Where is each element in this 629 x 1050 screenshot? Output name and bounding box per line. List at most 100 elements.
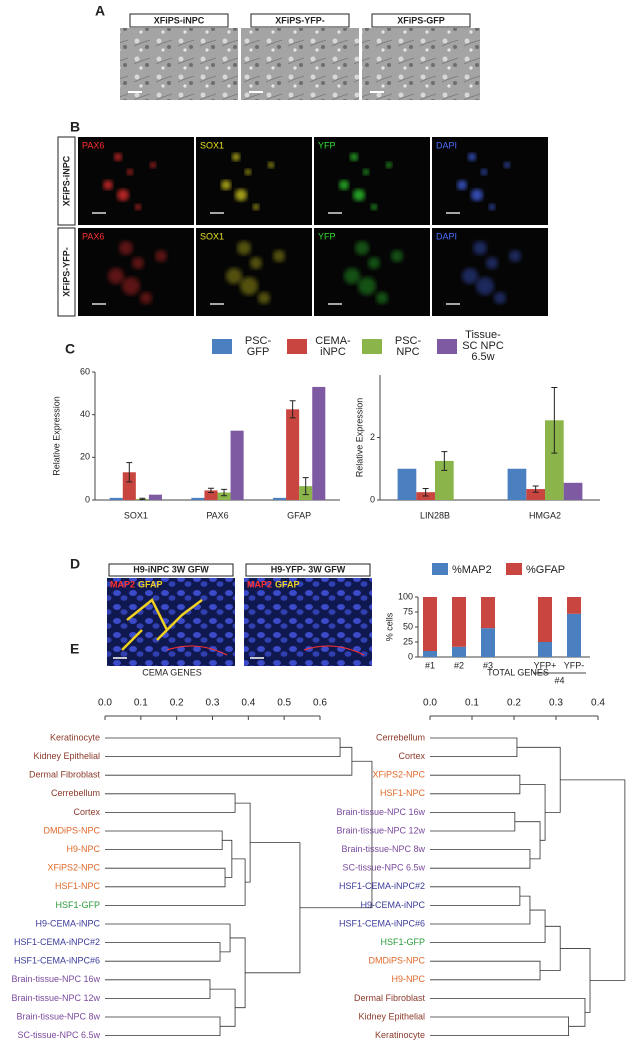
leaf-label: Kidney Epithelial <box>358 1011 425 1021</box>
signal <box>386 162 392 168</box>
x-tick-label: 0.3 <box>206 698 220 709</box>
x-tick-label: 0.3 <box>549 698 563 709</box>
bar <box>122 472 136 500</box>
dendrogram-link <box>230 937 246 1009</box>
leaf-label: H9-NPC <box>66 844 100 854</box>
dendrogram-link <box>560 779 626 981</box>
dendrogram-link <box>430 909 546 943</box>
x-tick-label: 0.4 <box>241 698 255 709</box>
dendrogram-link <box>209 988 236 1027</box>
legend-item: CEMA-iNPC <box>287 335 356 358</box>
y-tick-label: 0 <box>85 494 90 504</box>
signal <box>355 241 369 255</box>
title-box <box>245 563 371 577</box>
dendrogram-link <box>105 830 223 850</box>
image-label-box <box>129 13 229 28</box>
signal <box>103 180 113 190</box>
signal <box>117 189 129 201</box>
phase-image <box>120 28 238 100</box>
leaf-label: H9-CEMA-iNPC <box>360 900 425 910</box>
dendrogram-link <box>105 737 341 757</box>
leaf-label: Brain-tissue-NPC 12w <box>11 993 100 1003</box>
signal <box>476 277 494 295</box>
dendrogram-link <box>519 784 546 841</box>
x-tick-label: HMGA2 <box>529 510 561 520</box>
leaf-label: HSF1-CEMA-iNPC#6 <box>339 918 425 928</box>
signal <box>457 180 467 190</box>
signal <box>486 257 498 269</box>
signal <box>108 268 124 284</box>
y-tick-label: 20 <box>80 452 90 462</box>
signal <box>221 180 231 190</box>
map2-fiber <box>303 645 365 656</box>
fluorescence-image <box>314 137 430 225</box>
fluorescence-image <box>432 228 548 316</box>
leaf-label: HSF1-CEMA-iNPC#2 <box>14 937 100 947</box>
y-axis-label: Relative Expression <box>51 396 61 476</box>
bar <box>109 497 123 500</box>
row-label: XFiPS-YFP- <box>61 247 71 297</box>
leaf-label: SC-tissue-NPC 6.5w <box>17 1030 100 1040</box>
leaf-label: Kidney Epithelial <box>33 751 100 761</box>
x-tick-label: 0.2 <box>170 698 184 709</box>
dendrogram-link <box>245 842 301 974</box>
dendrogram-link <box>299 760 373 909</box>
leaf-label: HSF1-GFP <box>55 900 100 910</box>
leaf-label: H9-CEMA-iNPC <box>35 918 100 928</box>
legend-item: PSC-NPC <box>362 335 431 358</box>
leaf-label: Dermal Fibroblast <box>29 770 101 780</box>
stain-label: MAP2 <box>247 579 272 589</box>
legend-item: PSC-GFP <box>212 335 281 358</box>
bar <box>397 468 417 500</box>
channel-label: YFP <box>318 231 336 241</box>
y-tick-label: 40 <box>80 409 90 419</box>
signal <box>350 153 358 161</box>
leaf-label: Dermal Fibroblast <box>354 993 426 1003</box>
dendrogram-link <box>105 867 226 888</box>
y-axis-label: Relative Expression <box>354 398 364 478</box>
bar <box>217 492 231 500</box>
title-box <box>108 563 234 577</box>
x-tick-label: #1 <box>425 660 435 670</box>
channel-label: DAPI <box>436 140 457 150</box>
leaf-label: Brain-tissue-NPC 8w <box>16 1011 100 1021</box>
bar <box>204 490 218 500</box>
error-bar <box>207 487 214 494</box>
dendrogram-link <box>105 979 211 999</box>
signal <box>371 204 377 210</box>
fluorescence-image <box>196 137 312 225</box>
leaf-label: SC-tissue-NPC 6.5w <box>342 863 425 873</box>
fluorescence-image <box>432 137 548 225</box>
signal <box>481 169 487 175</box>
bar <box>286 409 300 500</box>
bar <box>273 497 287 500</box>
dendrogram-link <box>430 737 518 757</box>
signal <box>344 268 360 284</box>
dendrogram-link <box>430 895 531 925</box>
leaf-label: Brain-tissue-NPC 8w <box>341 844 425 854</box>
dendrogram-link <box>430 774 521 795</box>
leaf-label: DMDiPS-NPC <box>368 956 425 966</box>
x-tick-label: LIN28B <box>420 510 450 520</box>
immunostain-image <box>244 578 372 666</box>
image-label-box <box>371 13 471 28</box>
y-axis-label: % cells <box>384 612 394 641</box>
signal <box>353 189 365 201</box>
x-tick-label: 0.0 <box>98 698 112 709</box>
x-tick-label: PAX6 <box>206 510 228 520</box>
dendrogram-link <box>105 858 246 906</box>
bar-segment <box>452 597 466 647</box>
dendrogram-link <box>560 948 591 1013</box>
x-tick-label: 0.1 <box>134 698 148 709</box>
signal <box>150 162 156 168</box>
signal <box>358 277 376 295</box>
y-tick-label: 75 <box>403 606 413 616</box>
signal <box>268 162 274 168</box>
bar <box>148 494 162 500</box>
bar <box>230 430 244 500</box>
fluorescence-image <box>314 228 430 316</box>
leaf-label: Brain-tissue-NPC 16w <box>11 974 100 984</box>
phase-image <box>362 28 480 100</box>
image-label: XFiPS-iNPC <box>154 15 205 25</box>
